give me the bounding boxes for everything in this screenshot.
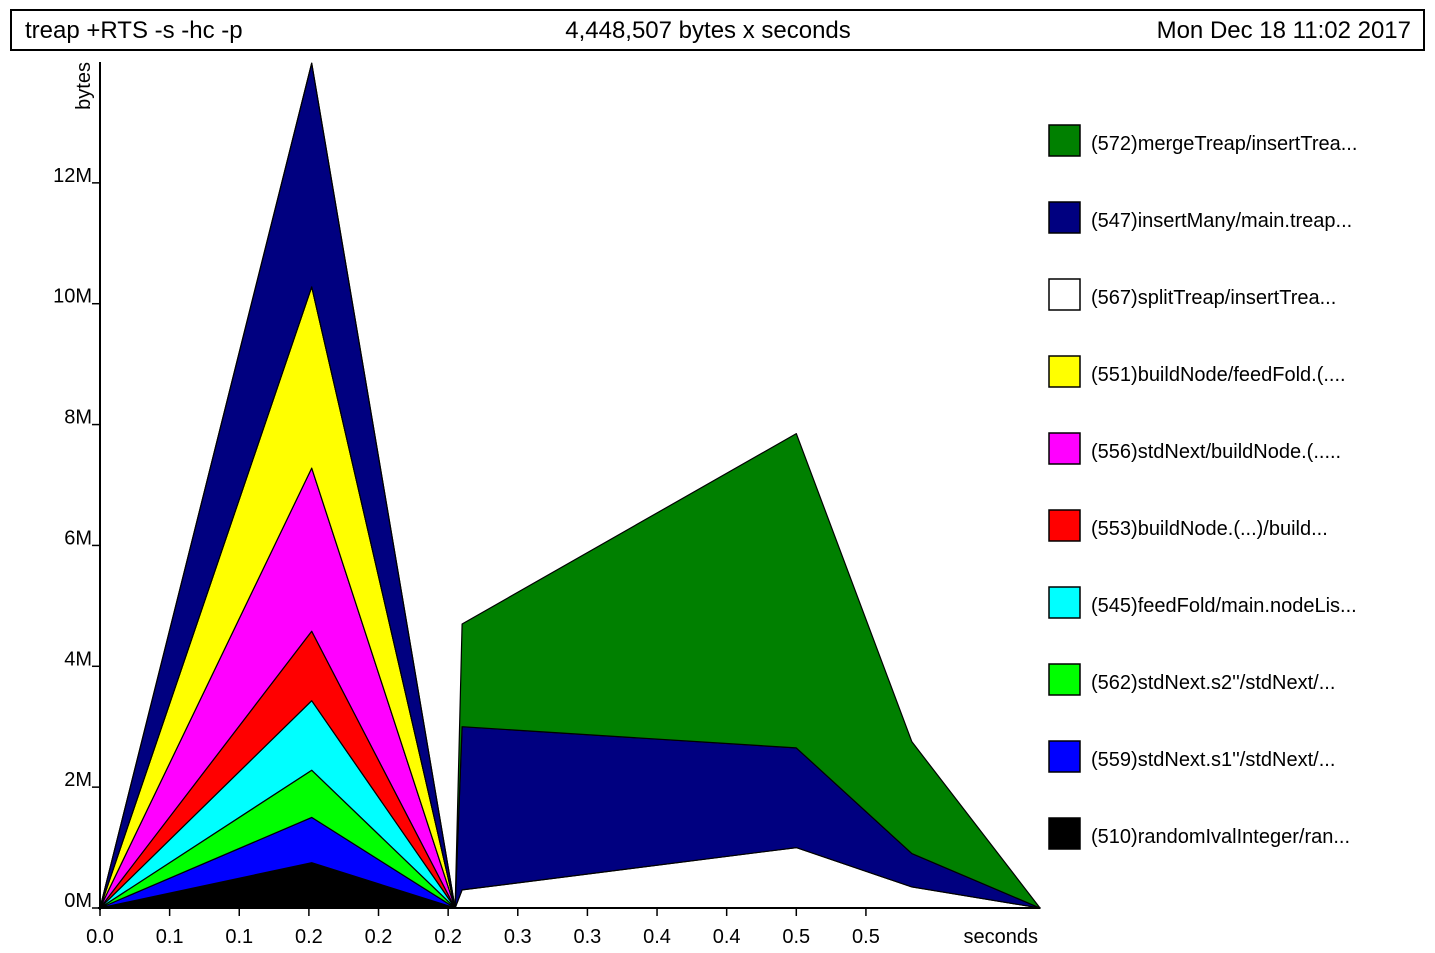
x-tick-label: 0.0 <box>86 926 114 948</box>
x-tick-label: 0.4 <box>713 926 741 948</box>
legend-swatch <box>1048 509 1081 542</box>
y-axis-label: bytes <box>73 62 95 110</box>
y-tick-label: 10M <box>53 286 92 308</box>
y-tick-label: 6M <box>64 527 92 549</box>
x-tick-label: 0.4 <box>643 926 671 948</box>
legend-label: (559)stdNext.s1''/stdNext/... <box>1091 749 1335 771</box>
plot-areas <box>99 62 1041 909</box>
legend-label: (562)stdNext.s2''/stdNext/... <box>1091 672 1335 694</box>
header-total: 4,448,507 bytes x seconds <box>565 17 851 44</box>
legend-item: (545)feedFold/main.nodeLis... <box>1048 586 1357 619</box>
legend-label: (556)stdNext/buildNode.(..... <box>1091 441 1341 463</box>
header-date: Mon Dec 18 11:02 2017 <box>1157 17 1411 44</box>
x-tick-label: 0.3 <box>504 926 532 948</box>
legend-swatch <box>1048 124 1081 157</box>
x-tick-label: 0.2 <box>365 926 393 948</box>
x-tick-label: 0.2 <box>434 926 462 948</box>
header-job-title: treap +RTS -s -hc -p <box>25 17 243 44</box>
legend-swatch <box>1048 586 1081 619</box>
y-tick-label: 0M <box>64 890 92 912</box>
x-axis-label: seconds <box>964 926 1039 948</box>
legend-item: (559)stdNext.s1''/stdNext/... <box>1048 740 1335 773</box>
legend-label: (572)mergeTreap/insertTrea... <box>1091 133 1357 155</box>
legend-label: (547)insertMany/main.treap... <box>1091 210 1352 232</box>
legend-label: (551)buildNode/feedFold.(.... <box>1091 364 1346 386</box>
legend-swatch <box>1048 740 1081 773</box>
legend-item: (510)randomIvalInteger/ran... <box>1048 817 1350 850</box>
legend-label: (567)splitTreap/insertTrea... <box>1091 287 1336 309</box>
legend-label: (545)feedFold/main.nodeLis... <box>1091 595 1357 617</box>
legend-label: (510)randomIvalInteger/ran... <box>1091 826 1350 848</box>
y-tick-label: 8M <box>64 407 92 429</box>
y-tick-label: 2M <box>64 769 92 791</box>
legend-item: (556)stdNext/buildNode.(..... <box>1048 432 1341 465</box>
legend-item: (572)mergeTreap/insertTrea... <box>1048 124 1357 157</box>
y-tick-label: 4M <box>64 648 92 670</box>
legend-swatch <box>1048 278 1081 311</box>
legend-swatch <box>1048 817 1081 850</box>
x-tick-label: 0.1 <box>156 926 184 948</box>
x-tick-label: 0.3 <box>574 926 602 948</box>
legend-item: (553)buildNode.(...)/build... <box>1048 509 1328 542</box>
legend-item: (551)buildNode/feedFold.(.... <box>1048 355 1346 388</box>
header-box <box>10 9 1425 51</box>
legend-item: (567)splitTreap/insertTrea... <box>1048 278 1336 311</box>
legend-item: (562)stdNext.s2''/stdNext/... <box>1048 663 1335 696</box>
axes: 0M 2M 4M 6M 8M 10M 12M 0.0 0.1 0.1 0.2 0.2 0.2 0.3 0.3… <box>53 62 1040 948</box>
legend-label: (553)buildNode.(...)/build... <box>1091 518 1328 540</box>
legend: (572)mergeTreap/insertTrea... (547)insert… <box>1048 124 1357 850</box>
y-tick-label: 12M <box>53 165 92 187</box>
x-tick-label: 0.5 <box>852 926 880 948</box>
legend-swatch <box>1048 663 1081 696</box>
legend-swatch <box>1048 201 1081 234</box>
legend-item: (547)insertMany/main.treap... <box>1048 201 1352 234</box>
legend-swatch <box>1048 355 1081 388</box>
x-tick-label: 0.5 <box>782 926 810 948</box>
legend-swatch <box>1048 432 1081 465</box>
x-tick-label: 0.1 <box>225 926 253 948</box>
x-tick-label: 0.2 <box>295 926 323 948</box>
header: treap +RTS -s -hc -p 4,448,507 bytes x s… <box>10 9 1425 51</box>
